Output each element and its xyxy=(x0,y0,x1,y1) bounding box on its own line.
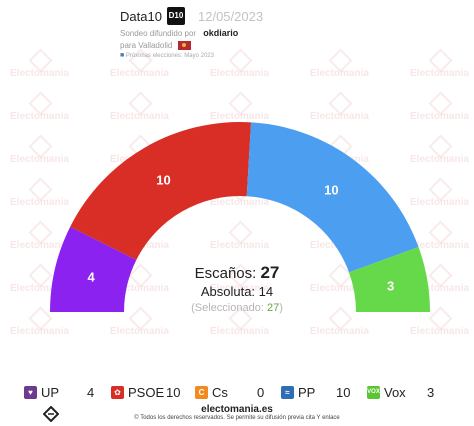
seats-total: 27 xyxy=(260,263,280,282)
seat-label-psoe: 10 xyxy=(156,172,170,187)
ballot-box-icon: ■ xyxy=(120,52,125,59)
selected-open: (Seleccionado: xyxy=(191,302,264,314)
legend-value: 0 xyxy=(257,385,265,400)
sondeo-prefix: Sondeo difundido por xyxy=(120,29,197,38)
legend-value: 3 xyxy=(427,385,435,400)
legend-name: Cs xyxy=(212,385,228,400)
pollster-logo: D10 xyxy=(167,7,185,25)
up-heart-icon: ♥ xyxy=(24,386,37,399)
client-name: okdiario xyxy=(203,28,239,38)
legend-name: Vox xyxy=(384,385,406,400)
legend-name: PSOE xyxy=(128,385,165,400)
absolute-label: Absoluta: xyxy=(200,284,256,299)
footer-site: electomania.es xyxy=(201,404,273,415)
seat-segment-vox[interactable] xyxy=(349,247,430,312)
sondeo-line: Sondeo difundido por okdiario xyxy=(120,28,238,38)
absolute-value: 14 xyxy=(258,284,274,299)
cs-logo-icon: C xyxy=(195,386,208,399)
valladolid-flag-icon xyxy=(177,41,191,51)
seat-label-up: 4 xyxy=(88,270,96,285)
party-legend: ♥ UP 4 ✿ PSOE 10 C Cs 0 ≈ PP 10 VOX Vox … xyxy=(24,385,454,401)
footer-copyright: © Todos los derechos reservados. Se perm… xyxy=(134,415,340,421)
legend-value: 10 xyxy=(166,385,181,400)
poll-date: 12/05/2023 xyxy=(198,9,264,24)
psoe-rose-icon: ✿ xyxy=(111,386,124,399)
legend-value: 10 xyxy=(336,385,351,400)
poll-header: Data10 D10 12/05/2023 Sondeo difundido p… xyxy=(120,6,360,62)
selected-line: (Seleccionado: 27) xyxy=(137,302,337,314)
seats-label: Escaños: xyxy=(194,265,257,282)
seats-line: Escaños: 27 xyxy=(137,263,337,283)
pp-seagull-icon: ≈ xyxy=(281,386,294,399)
selected-value: 27 xyxy=(266,302,280,314)
seat-segment-pp[interactable] xyxy=(246,122,419,273)
absolute-line: Absoluta: 14 xyxy=(137,284,337,299)
legend-value: 4 xyxy=(87,385,95,400)
selected-close: ) xyxy=(279,302,283,314)
location-text: para Valladolid xyxy=(120,41,173,50)
seat-label-pp: 10 xyxy=(324,182,338,197)
electomania-logo-icon xyxy=(43,406,59,422)
legend-name: UP xyxy=(41,385,60,400)
location-line: para Valladolid xyxy=(120,41,191,51)
seat-segment-up[interactable] xyxy=(50,226,137,312)
legend-name: PP xyxy=(298,385,316,400)
next-elections-line: ■ Próximas elecciones: Mayo 2023 xyxy=(120,52,214,59)
seat-label-vox: 3 xyxy=(387,278,394,293)
seats-summary: Escaños: 27 Absoluta: 14 (Seleccionado: … xyxy=(137,263,337,314)
next-elections-text: Próximas elecciones: Mayo 2023 xyxy=(125,53,214,59)
vox-logo-icon: VOX xyxy=(367,386,380,399)
pollster-name: Data10 xyxy=(120,9,162,24)
seat-segment-psoe[interactable] xyxy=(70,122,252,260)
